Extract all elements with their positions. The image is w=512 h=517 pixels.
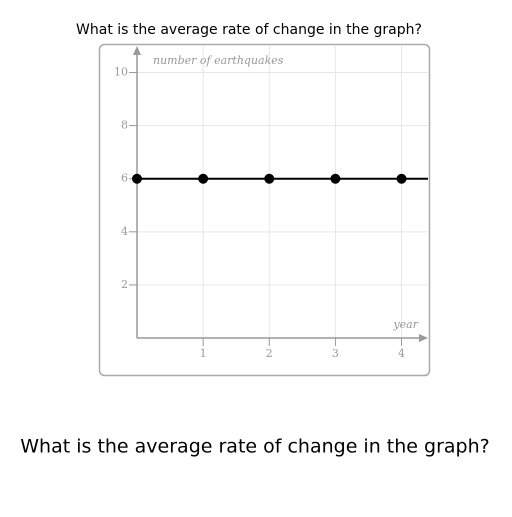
y-axis-label: number of earthquakes xyxy=(153,54,284,67)
data-point xyxy=(330,173,341,184)
y-tick-label: 2 xyxy=(121,278,128,291)
y-tick-label: 8 xyxy=(121,119,128,132)
x-tick-label: 1 xyxy=(200,347,207,360)
chart-frame xyxy=(98,43,431,377)
y-tick-label: 4 xyxy=(121,225,128,238)
x-axis-label: year xyxy=(392,318,418,331)
x-tick-label: 4 xyxy=(398,347,405,360)
data-point xyxy=(264,173,275,184)
y-axis-arrow xyxy=(133,46,141,55)
x-axis-arrow xyxy=(419,334,428,342)
chart-title: What is the average rate of change in th… xyxy=(76,22,422,38)
question-text: What is the average rate of change in th… xyxy=(20,436,489,458)
y-tick-label: 6 xyxy=(121,172,128,185)
x-tick-label: 2 xyxy=(266,347,273,360)
data-point xyxy=(396,173,407,184)
x-tick-label: 3 xyxy=(332,347,339,360)
y-tick-label: 10 xyxy=(114,66,128,79)
data-point xyxy=(132,173,142,184)
data-point xyxy=(198,173,209,184)
